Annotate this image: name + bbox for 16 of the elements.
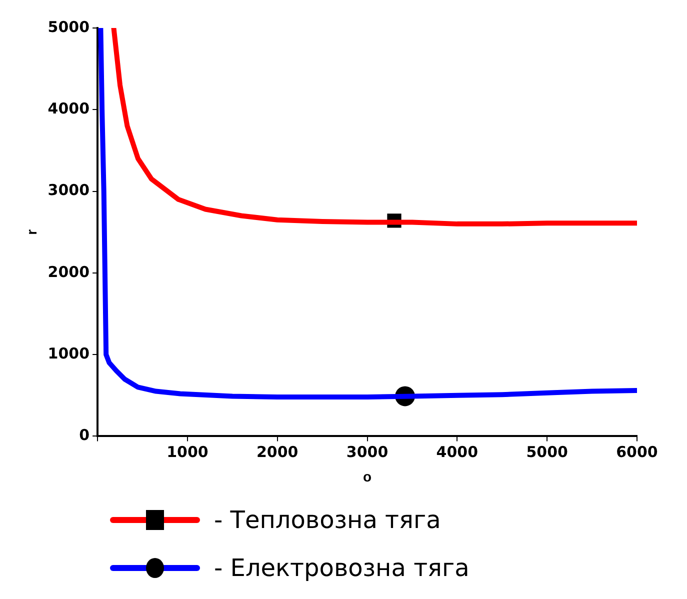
y-axis-title: r: [23, 228, 40, 235]
x-tick-label: 6000: [616, 443, 658, 462]
legend-label: - Електровозна тяга: [214, 554, 470, 582]
y-tick-label: 3000: [48, 181, 90, 200]
y-tick-label: 2000: [48, 262, 90, 281]
y-tick-label: 0: [79, 426, 90, 444]
y-tick-label: 4000: [48, 100, 90, 118]
x-tick-label: 5000: [526, 443, 568, 462]
x-axis-title: o: [362, 468, 372, 484]
x-tick-label: 2000: [256, 443, 298, 462]
x-tick-label: 3000: [346, 443, 388, 462]
y-tick-label: 1000: [48, 344, 90, 362]
x-tick-label: 1000: [166, 443, 208, 462]
x-tick-label: 4000: [436, 443, 478, 462]
legend-label: - Тепловозна тяга: [214, 506, 441, 534]
y-tick-label: 5000: [48, 18, 90, 36]
